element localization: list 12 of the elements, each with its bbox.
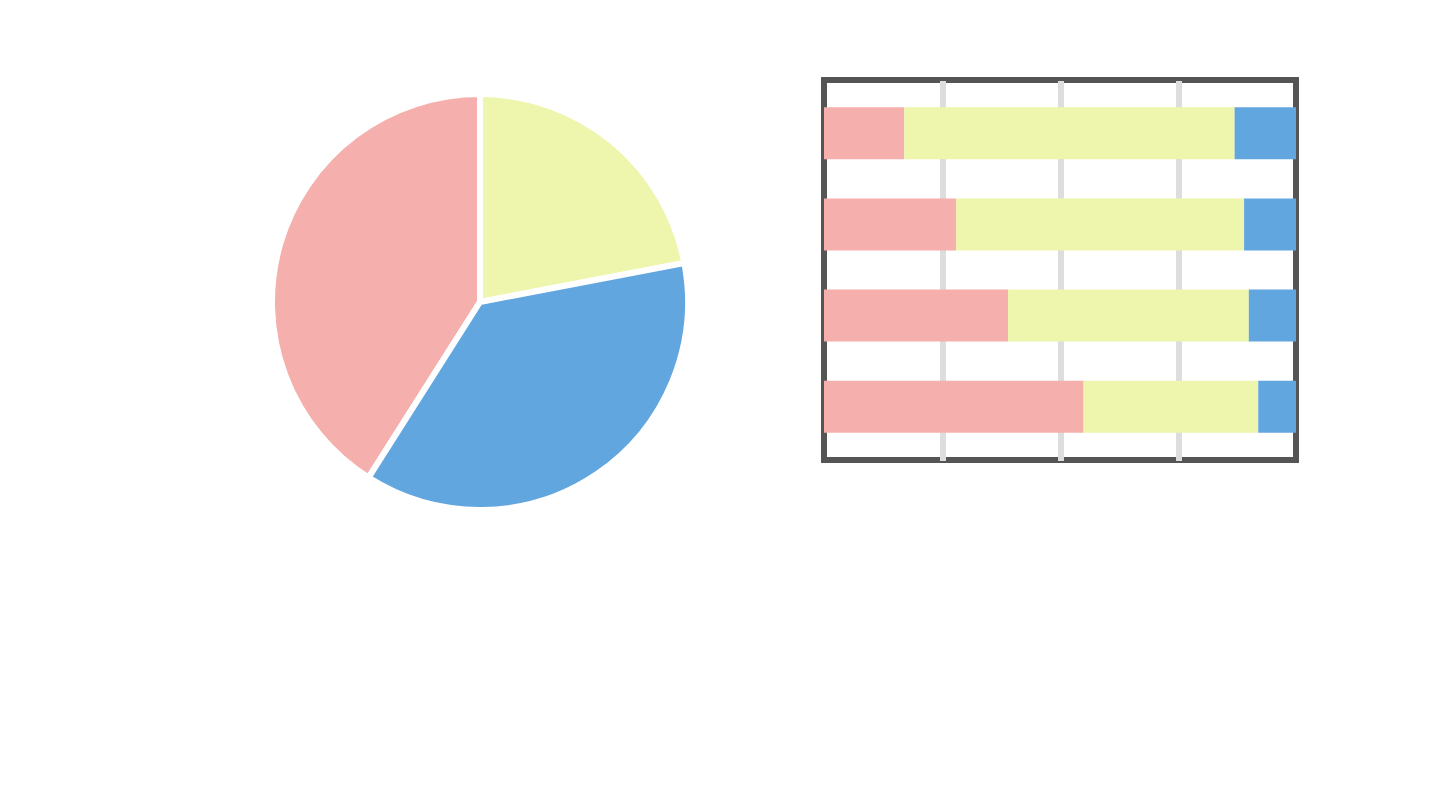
bar xyxy=(1008,289,1249,342)
bar xyxy=(824,107,905,160)
bar xyxy=(1258,380,1296,433)
bar xyxy=(824,198,957,251)
bar xyxy=(956,198,1245,251)
bar xyxy=(1083,380,1259,433)
bar xyxy=(824,289,1009,342)
bar xyxy=(904,107,1235,160)
bar xyxy=(824,380,1084,433)
bar xyxy=(1248,289,1296,342)
bar xyxy=(1244,198,1296,251)
bar xyxy=(1234,107,1296,160)
